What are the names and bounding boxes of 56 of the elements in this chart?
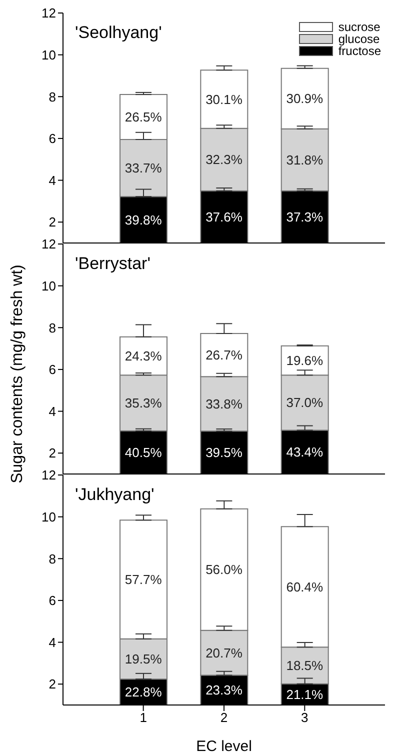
annotation: 22.8% [124, 684, 162, 700]
y-tick-label: 10 [42, 278, 56, 294]
annotation: 26.7% [206, 348, 243, 363]
x-tick-label: 3 [301, 710, 308, 726]
y-tick-label: 2 [48, 214, 56, 230]
y-tick-label: 10 [42, 47, 56, 62]
y-tick-label: 6 [48, 593, 56, 608]
y-tick-label: 6 [48, 362, 56, 378]
y-tick-label: 12 [42, 236, 56, 252]
annotation: 19.6% [286, 352, 324, 368]
annotation: 30.1% [206, 92, 243, 107]
annotation: 24.3% [124, 348, 162, 364]
annotation: 21.1% [286, 686, 324, 702]
text: 'Berrystar' [75, 254, 150, 274]
annotation: 19.5% [124, 652, 162, 666]
annotation: 57.7% [124, 572, 162, 588]
legend-label: fructose [338, 44, 381, 58]
y-tick-label: 12 [42, 468, 56, 483]
annotation: 30.9% [286, 91, 324, 106]
text: 'Jukhyang' [75, 485, 154, 505]
text: sucrose [338, 20, 380, 34]
annotation: 43.4% [286, 444, 324, 460]
annotation: 37.3% [286, 209, 324, 224]
y-tick-label: 8 [48, 551, 56, 566]
annotation: 33.7% [124, 160, 162, 176]
annotation: 39.8% [124, 212, 162, 228]
annotation: 32.3% [206, 152, 243, 168]
legend-label: glucose [338, 32, 380, 46]
y-tick-label: 4 [48, 404, 56, 419]
annotation: 26.5% [124, 110, 162, 125]
y-tick-label: 8 [48, 320, 56, 336]
y-tick-label: 6 [48, 131, 56, 146]
y-tick-label: 2 [48, 446, 56, 461]
x-tick-label: 1 [140, 710, 147, 726]
annotation: 20.7% [206, 645, 243, 660]
y-tick-label: 4 [48, 634, 56, 650]
y-tick-label: 2 [48, 676, 56, 692]
y-tick-label: 4 [48, 172, 56, 188]
y-tick-label: 8 [48, 89, 56, 104]
x-tick-label: 2 [220, 710, 228, 726]
text: 'Seolhyang' [75, 23, 162, 43]
annotation: 23.3% [206, 682, 243, 698]
annotation: 40.5% [124, 444, 162, 460]
annotation: 18.5% [286, 658, 324, 673]
annotation: 33.8% [206, 396, 243, 412]
annotation: 37.6% [206, 209, 243, 224]
annotation: 37.0% [286, 395, 324, 410]
y-tick-label: 12 [42, 6, 56, 21]
y-tick-label: 10 [42, 509, 56, 524]
annotation: 31.8% [286, 152, 324, 168]
annotation: 60.4% [286, 579, 324, 594]
annotation: 39.5% [206, 445, 243, 460]
y-axis-title: Sugar contents (mg/g fresh wt) [9, 264, 27, 484]
annotation: 56.0% [206, 562, 243, 578]
annotation: 35.3% [124, 396, 162, 411]
x-axis-title: EC level [196, 738, 252, 755]
